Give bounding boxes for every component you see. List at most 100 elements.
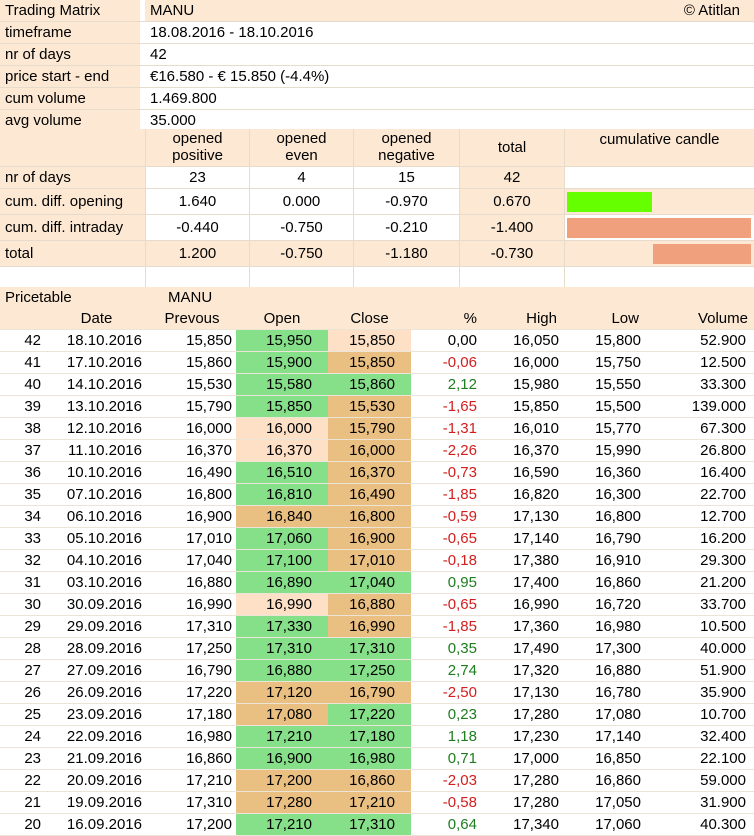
low-cell: 16,780 — [595, 684, 641, 701]
row-index: 26 — [24, 684, 41, 701]
volume-cell: 40.000 — [700, 640, 746, 657]
open-cell: 17,100 — [236, 550, 328, 571]
row-index: 31 — [24, 574, 41, 591]
low-cell: 16,360 — [595, 464, 641, 481]
row-index: 35 — [24, 486, 41, 503]
col-header-previous: Prevous — [164, 310, 220, 327]
date-cell: 10.10.2016 — [66, 464, 142, 481]
matrix-cell: -0.750 — [249, 215, 353, 240]
close-cell: 16,880 — [328, 594, 411, 615]
open-cell: 17,200 — [236, 770, 328, 791]
row-index: 22 — [24, 772, 41, 789]
previous-cell: 15,860 — [186, 354, 232, 371]
matrix-cell: 1.640 — [145, 189, 249, 214]
date-cell: 22.09.2016 — [66, 728, 142, 745]
percent-cell: -2,26 — [442, 442, 477, 459]
percent-cell: 0,35 — [447, 640, 477, 657]
volume-cell: 35.900 — [700, 684, 746, 701]
low-cell: 16,980 — [595, 618, 641, 635]
date-cell: 16.09.2016 — [66, 816, 142, 833]
summary-label: avg volume — [0, 110, 140, 131]
percent-cell: 0,95 — [447, 574, 477, 591]
open-cell: 17,310 — [236, 638, 328, 659]
row-index: 33 — [24, 530, 41, 547]
table-row: 40 14.10.2016 15,530 15,580 15,860 2,12 15,980… — [0, 374, 754, 396]
header-line: opened — [381, 130, 432, 147]
col-header-date: Date — [80, 310, 113, 327]
percent-cell: 2,74 — [447, 662, 477, 679]
summary-value: €16.580 - € 15.850 (-4.4%) — [150, 68, 330, 85]
matrix-spacer-row — [0, 267, 754, 288]
date-cell: 27.09.2016 — [66, 662, 142, 679]
summary-header: Trading Matrix MANU © Atitlan timeframe … — [0, 0, 754, 132]
close-cell: 17,310 — [328, 814, 411, 835]
date-cell: 05.10.2016 — [66, 530, 142, 547]
close-cell: 17,220 — [328, 704, 411, 725]
low-cell: 15,500 — [595, 398, 641, 415]
percent-cell: -0,73 — [442, 464, 477, 481]
table-row: 30 30.09.2016 16,990 16,990 16,880 -0,65 16,99… — [0, 594, 754, 616]
summary-row: price start - end €16.580 - € 15.850 (-4… — [0, 66, 754, 88]
high-cell: 16,000 — [513, 354, 559, 371]
date-cell: 11.10.2016 — [68, 442, 142, 459]
matrix-cell: -0.750 — [249, 241, 353, 266]
volume-cell: 67.300 — [700, 420, 746, 437]
matrix-candle-header: cumulative candle — [564, 129, 754, 166]
open-cell: 17,330 — [236, 616, 328, 637]
spacer-cell — [459, 267, 564, 287]
percent-cell: 1,18 — [447, 728, 477, 745]
spacer-cell — [564, 267, 754, 287]
close-cell: 16,990 — [328, 616, 411, 637]
high-cell: 15,850 — [513, 398, 559, 415]
spacer-cell — [145, 267, 249, 287]
row-index: 25 — [24, 706, 41, 723]
percent-cell: -0,65 — [442, 530, 477, 547]
matrix-total-cell: -1.400 — [459, 215, 564, 240]
matrix-candle-cell — [564, 215, 754, 240]
percent-cell: 0,71 — [447, 750, 477, 767]
open-cell: 16,990 — [236, 594, 328, 615]
row-index: 27 — [24, 662, 41, 679]
table-row: 41 17.10.2016 15,860 15,900 15,850 -0,06 16,00… — [0, 352, 754, 374]
volume-cell: 33.700 — [700, 596, 746, 613]
high-cell: 17,490 — [513, 640, 559, 657]
previous-cell: 17,220 — [186, 684, 232, 701]
high-cell: 17,130 — [513, 684, 559, 701]
date-cell: 28.09.2016 — [66, 640, 142, 657]
close-cell: 16,900 — [328, 528, 411, 549]
previous-cell: 16,790 — [186, 662, 232, 679]
percent-cell: -1,85 — [442, 486, 477, 503]
close-cell: 17,040 — [328, 572, 411, 593]
summary-value: 35.000 — [150, 112, 196, 129]
volume-cell: 59.000 — [700, 772, 746, 789]
open-cell: 16,840 — [236, 506, 328, 527]
col-header-index — [0, 308, 45, 329]
date-cell: 21.09.2016 — [66, 750, 142, 767]
high-cell: 16,590 — [513, 464, 559, 481]
date-cell: 07.10.2016 — [66, 486, 142, 503]
open-cell: 16,810 — [236, 484, 328, 505]
percent-cell: -1,31 — [442, 420, 477, 437]
low-cell: 15,770 — [595, 420, 641, 437]
high-cell: 16,050 — [513, 332, 559, 349]
candle-bar-total — [653, 244, 751, 264]
price-table-title: Pricetable — [5, 289, 72, 306]
matrix-col-header: opened positive — [145, 129, 249, 166]
low-cell: 16,300 — [595, 486, 641, 503]
matrix-cell: -0.970 — [353, 189, 459, 214]
close-cell: 16,490 — [328, 484, 411, 505]
table-row: 33 05.10.2016 17,010 17,060 16,900 -0,65 17,14… — [0, 528, 754, 550]
matrix-row: cum. diff. intraday -0.440 -0.750 -0.210… — [0, 215, 754, 241]
close-cell: 15,860 — [328, 374, 411, 395]
high-cell: 17,000 — [513, 750, 559, 767]
volume-cell: 22.700 — [700, 486, 746, 503]
matrix-cell: -0.210 — [353, 215, 459, 240]
close-cell: 15,850 — [328, 352, 411, 373]
previous-cell: 17,310 — [186, 618, 232, 635]
close-cell: 15,530 — [328, 396, 411, 417]
matrix-row-label: cum. diff. intraday — [0, 215, 145, 240]
date-cell: 14.10.2016 — [66, 376, 142, 393]
row-index: 40 — [24, 376, 41, 393]
date-cell: 29.09.2016 — [66, 618, 142, 635]
